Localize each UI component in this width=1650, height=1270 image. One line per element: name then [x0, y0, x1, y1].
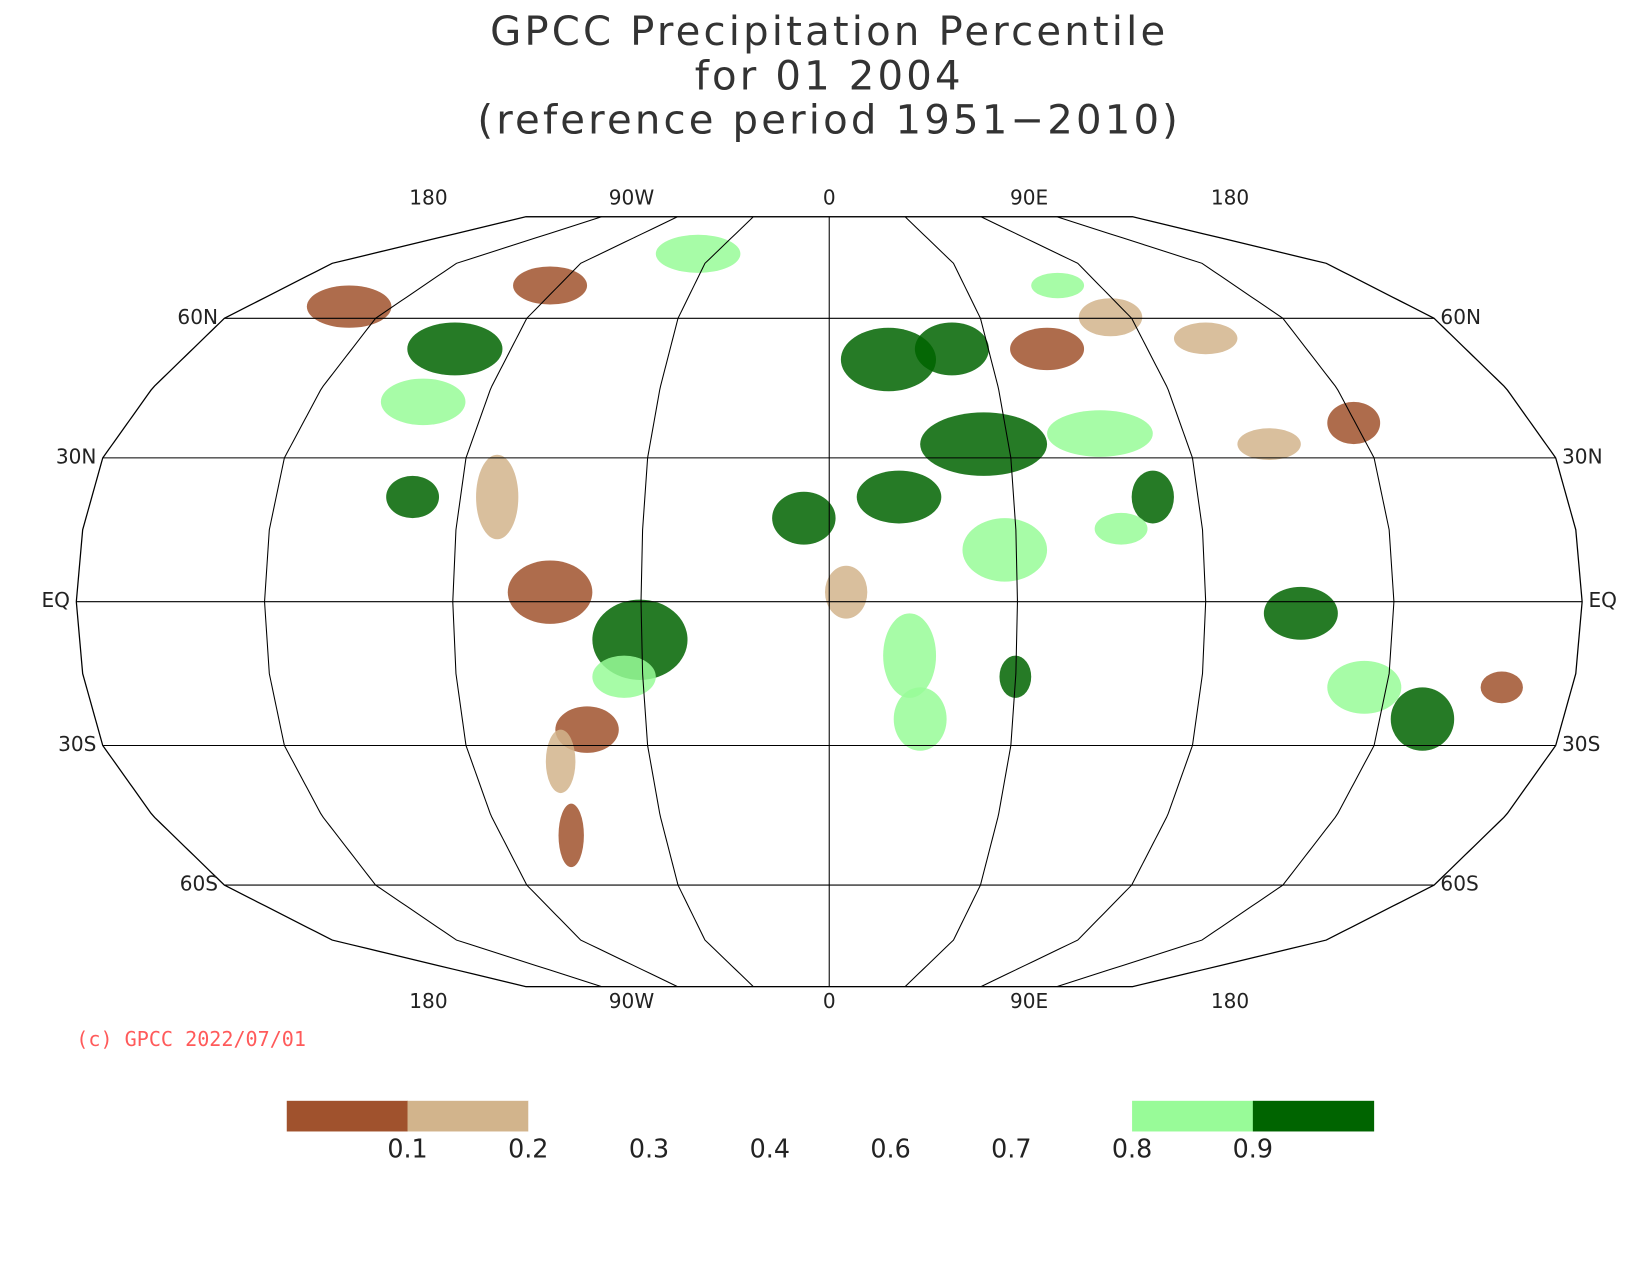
precip-patch	[840, 327, 937, 392]
copyright: (c) GPCC 2022/07/01	[76, 1027, 306, 1051]
precip-patch	[655, 234, 741, 273]
precip-patch	[772, 491, 836, 545]
precip-patch	[825, 565, 868, 619]
legend-label: 0.8	[1112, 1134, 1152, 1164]
lon-label: 180	[1211, 989, 1249, 1013]
legend-swatch	[649, 1100, 771, 1132]
legend-swatch	[1252, 1100, 1375, 1132]
lon-label: 180	[409, 989, 447, 1013]
precip-patch	[558, 803, 584, 868]
legend-label: 0.2	[508, 1134, 548, 1164]
precip-patch	[513, 266, 588, 305]
legend-label: 0.4	[750, 1134, 790, 1164]
precip-field	[306, 234, 1523, 868]
precip-patch	[507, 560, 593, 624]
lon-label: 90E	[1010, 989, 1048, 1013]
lat-label: 30N	[56, 444, 97, 468]
legend-label: 0.7	[991, 1134, 1031, 1164]
map-outline	[75, 216, 1583, 988]
lat-label: 30N	[1562, 444, 1603, 468]
precip-patch	[920, 412, 1048, 476]
legend-swatch	[407, 1100, 529, 1132]
lon-label: 0	[823, 185, 836, 209]
precip-patch	[883, 613, 937, 698]
precip-patch	[1131, 470, 1174, 524]
precip-patch	[1263, 586, 1338, 640]
legend-label: 0.6	[870, 1134, 910, 1164]
lon-label: 90W	[609, 989, 655, 1013]
lat-label: EQ	[1588, 588, 1616, 612]
title-line: (reference period 1951−2010)	[477, 98, 1181, 144]
legend-swatch	[769, 1100, 892, 1132]
lon-label: 90E	[1010, 185, 1048, 209]
lon-label: 180	[1211, 185, 1249, 209]
lat-label: 60N	[1440, 305, 1481, 329]
precip-patch	[856, 470, 942, 524]
lat-label: EQ	[41, 588, 70, 612]
precip-patch	[592, 655, 656, 698]
precip-patch	[1094, 512, 1148, 545]
legend-label: 0.3	[629, 1134, 669, 1164]
precip-patch	[476, 454, 519, 540]
precip-patch	[1010, 327, 1085, 371]
precip-patch	[893, 687, 947, 751]
legend-swatch	[1011, 1100, 1133, 1132]
precip-patch	[306, 285, 392, 328]
title-line: for 01 2004	[695, 53, 964, 99]
lat-label: 60S	[1440, 872, 1478, 896]
legend-label: 0.9	[1233, 1134, 1273, 1164]
precip-patch	[1237, 428, 1301, 460]
lat-label: 30S	[1562, 732, 1600, 756]
precip-patch	[386, 475, 440, 519]
precip-patch	[1078, 298, 1143, 337]
lon-label: 180	[409, 185, 447, 209]
lat-label: 30S	[58, 732, 96, 756]
precip-patch	[1173, 322, 1238, 355]
legend-swatch	[286, 1100, 409, 1132]
title-line: GPCC Precipitation Percentile	[490, 9, 1168, 55]
graticule: 60N 60N 30N 30N EQ EQ 30S 30S 60S 60S	[41, 216, 1617, 988]
lat-label: 60N	[177, 305, 218, 329]
lon-label: 0	[823, 989, 836, 1013]
precip-patch	[1327, 401, 1381, 445]
precip-patch	[1047, 410, 1153, 457]
lon-label: 90W	[609, 185, 655, 209]
precip-patch	[962, 518, 1048, 582]
precip-patch	[380, 378, 466, 426]
legend-swatch	[528, 1100, 650, 1132]
precip-patch	[1031, 272, 1085, 299]
legend-swatch	[1132, 1100, 1254, 1132]
precip-patch	[545, 729, 576, 794]
precip-patch	[1327, 660, 1402, 714]
precip-patch	[407, 322, 503, 376]
precip-patch	[914, 322, 989, 376]
precip-patch	[1390, 687, 1455, 751]
legend-swatch	[890, 1100, 1012, 1132]
lat-label: 60S	[180, 872, 218, 896]
legend-label: 0.1	[387, 1134, 427, 1164]
precip-patch	[1480, 671, 1523, 704]
